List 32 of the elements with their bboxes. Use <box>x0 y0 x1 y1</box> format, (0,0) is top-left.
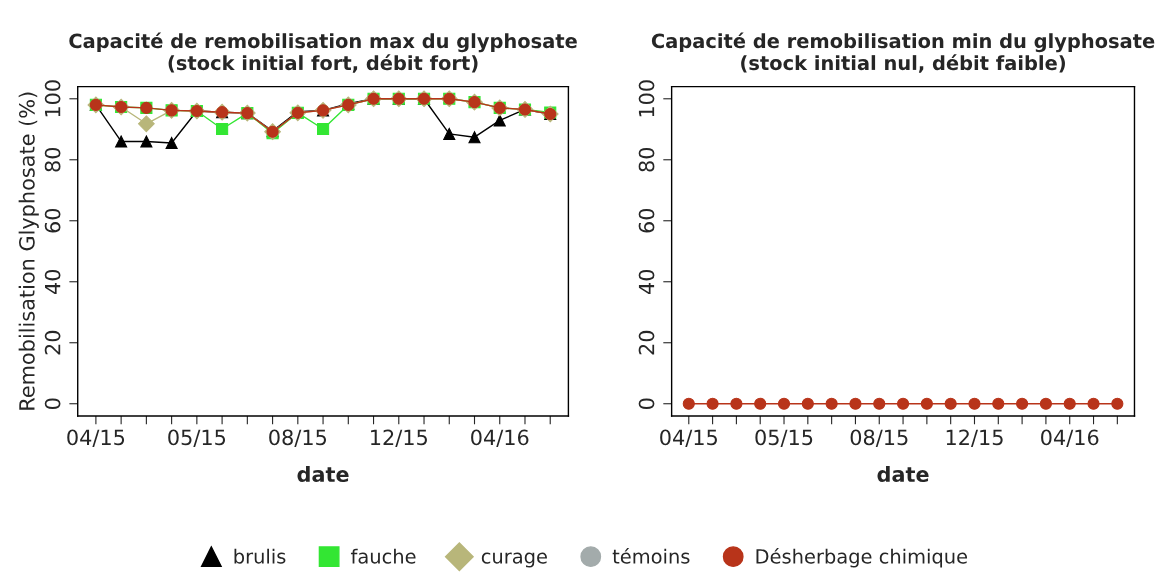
y-tick-label: 20 <box>44 330 61 355</box>
legend-label: fauche <box>350 548 416 564</box>
x-tick-label: 04/16 <box>1041 429 1099 447</box>
x-tick-label: 08/15 <box>269 429 327 447</box>
y-axis-title: Remobilisation Glyphosate (%) <box>18 92 39 410</box>
y-tick-label: 40 <box>638 269 655 294</box>
y-tick-label: 80 <box>44 147 61 172</box>
x-tick-label: 04/15 <box>67 429 125 447</box>
y-tick-label: 20 <box>638 330 655 355</box>
chart-title: Capacité de remobilisation min du glyphosate (stock initial nul, débit faible) <box>651 32 1155 73</box>
legend-label: brulis <box>234 548 286 564</box>
x-tick-label: 08/15 <box>850 429 908 447</box>
x-tick-label: 05/15 <box>755 429 813 447</box>
x-tick-label: 05/15 <box>168 429 226 447</box>
y-tick-label: 100 <box>638 80 655 117</box>
y-tick-label: 60 <box>638 208 655 233</box>
y-tick-label: 0 <box>44 398 61 409</box>
legend-label: Désherbage chimique <box>756 547 968 568</box>
chart-title: Capacité de remobilisation max du glyphosate (stock initial fort, débit fort) <box>69 32 577 73</box>
legend-label: curage <box>481 552 547 568</box>
x-tick-label: 04/16 <box>471 429 529 447</box>
x-tick-label: 12/15 <box>371 429 427 447</box>
y-tick-label: 80 <box>638 147 655 172</box>
y-tick-label: 0 <box>638 398 655 409</box>
y-tick-label: 100 <box>44 80 61 117</box>
x-axis-title: date <box>877 465 929 483</box>
x-axis-title: date <box>297 465 349 483</box>
y-tick-label: 60 <box>44 208 61 233</box>
legend-label: témoins <box>612 547 690 564</box>
x-tick-label: 04/15 <box>660 429 717 447</box>
y-tick-label: 40 <box>44 269 61 294</box>
x-tick-label: 12/15 <box>946 429 1003 447</box>
